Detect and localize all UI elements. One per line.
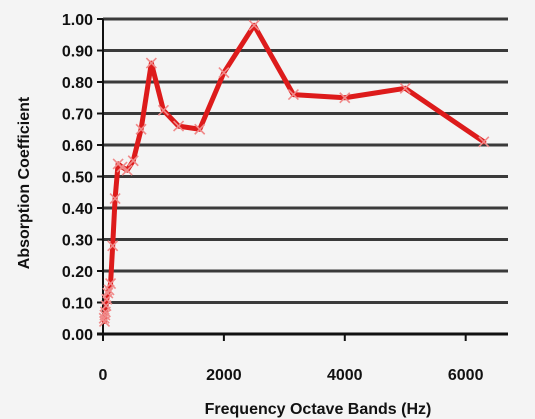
data-point-marker-b bbox=[127, 155, 139, 167]
data-point bbox=[172, 120, 185, 132]
gridlines bbox=[103, 17, 508, 304]
data-point bbox=[102, 287, 114, 299]
y-tick-label: 0.10 bbox=[62, 296, 93, 313]
data-point-marker-b bbox=[194, 123, 206, 135]
data-point bbox=[121, 164, 133, 176]
data-point bbox=[399, 82, 411, 94]
x-axis-title: Frequency Octave Bands (Hz) bbox=[205, 401, 432, 418]
data-point bbox=[116, 161, 128, 173]
data-point-marker-b bbox=[103, 284, 115, 296]
data-point bbox=[218, 66, 230, 79]
data-point bbox=[339, 92, 351, 104]
x-tick-label: 2000 bbox=[206, 367, 242, 384]
y-tick-labels: 0.00 0.10 0.20 0.30 0.40 0.50 0.60 0.70 0.80 0.90… bbox=[62, 12, 93, 344]
data-point bbox=[248, 19, 260, 31]
y-tick-label: 0.60 bbox=[62, 138, 93, 155]
data-point-marker-b bbox=[145, 57, 157, 69]
data-point-marker-b bbox=[135, 123, 147, 135]
data-point bbox=[109, 192, 121, 205]
data-point bbox=[145, 57, 157, 69]
data-point bbox=[157, 104, 170, 116]
x-tick-label: 0 bbox=[99, 367, 108, 384]
data-point-marker-b bbox=[339, 92, 351, 104]
axes bbox=[97, 18, 508, 341]
data-point-marker-b bbox=[399, 82, 411, 94]
data-point bbox=[287, 89, 299, 101]
y-axis-title: Absorption Coefficient bbox=[16, 96, 33, 269]
y-tick-label: 0.70 bbox=[62, 107, 93, 124]
y-tick-label: 1.00 bbox=[62, 12, 93, 29]
data-point bbox=[107, 240, 119, 252]
data-point-marker-b bbox=[248, 19, 260, 31]
data-point-marker-b bbox=[116, 161, 128, 173]
data-point-marker-b bbox=[102, 287, 114, 299]
data-point bbox=[99, 309, 111, 321]
data-point-marker-b bbox=[172, 120, 185, 132]
y-tick-label: 0.50 bbox=[62, 170, 93, 187]
y-tick-label: 0.20 bbox=[62, 264, 93, 281]
y-tick-label: 0.90 bbox=[62, 44, 93, 61]
data-point-marker-b bbox=[107, 240, 119, 252]
data-point-marker-b bbox=[99, 309, 111, 321]
x-tick-label: 4000 bbox=[327, 367, 363, 384]
data-point bbox=[478, 136, 490, 148]
series-layer bbox=[98, 19, 490, 327]
series-line bbox=[101, 22, 487, 324]
data-point-marker-b bbox=[121, 164, 133, 176]
data-point-marker-b bbox=[109, 192, 121, 205]
y-tick-label: 0.00 bbox=[62, 327, 93, 344]
y-tick-label: 0.40 bbox=[62, 201, 93, 218]
y-tick-label: 0.80 bbox=[62, 75, 93, 92]
data-point bbox=[103, 284, 115, 296]
data-point-marker-b bbox=[218, 66, 230, 79]
data-point bbox=[127, 155, 139, 167]
data-point bbox=[194, 123, 206, 135]
data-point bbox=[104, 278, 117, 290]
x-tick-labels: 0 2000 4000 6000 bbox=[99, 367, 484, 384]
data-point-marker-b bbox=[157, 104, 170, 116]
data-point-marker-b bbox=[287, 89, 299, 101]
data-point bbox=[135, 123, 147, 135]
data-point-marker-b bbox=[478, 136, 490, 148]
x-tick-label: 6000 bbox=[448, 367, 484, 384]
y-tick-label: 0.30 bbox=[62, 233, 93, 250]
data-point-marker-b bbox=[104, 278, 117, 290]
